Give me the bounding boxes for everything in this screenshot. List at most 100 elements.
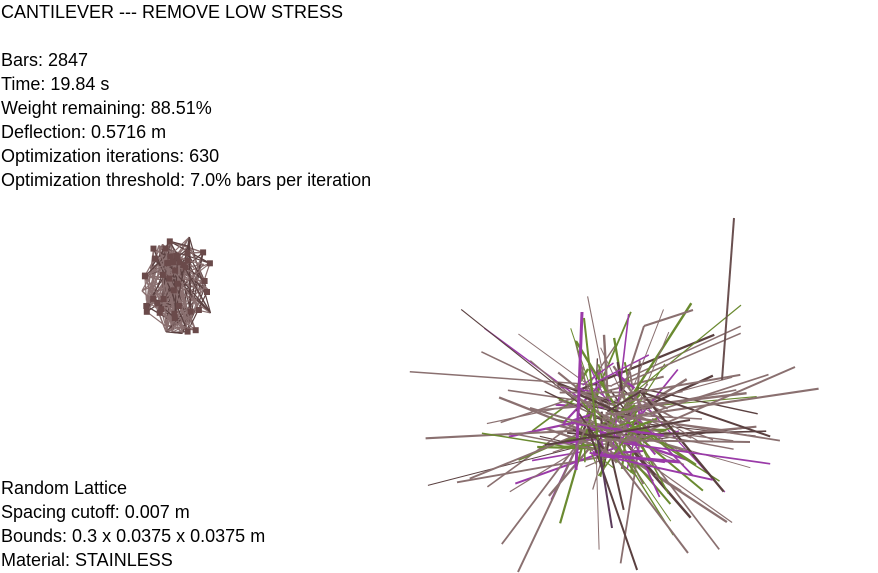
lattice-node	[162, 245, 169, 252]
lattice-bar	[590, 354, 650, 386]
lattice-bar	[518, 333, 610, 401]
lattice-node	[170, 287, 177, 294]
lattice-bar	[563, 443, 598, 448]
lattice-node	[173, 252, 180, 259]
lattice-bar	[509, 441, 592, 493]
lattice-bar	[599, 453, 681, 464]
lattice-bar	[579, 391, 604, 400]
lattice-bar	[610, 390, 625, 409]
lattice-bar	[582, 362, 614, 386]
lattice-bar	[574, 311, 584, 471]
lattice-bar	[721, 217, 735, 381]
lattice-bar	[587, 428, 639, 571]
lattice-material: Material: STAINLESS	[1, 550, 173, 570]
lattice-bar	[638, 428, 734, 442]
lattice-bar	[637, 387, 758, 415]
lattice-bar	[559, 387, 601, 524]
lattice-bar	[169, 240, 190, 248]
lattice-node	[167, 253, 174, 260]
lattice-bar	[517, 429, 586, 573]
lattice-node	[166, 275, 173, 282]
lattice-bar	[575, 340, 619, 411]
lattice-bar	[603, 373, 741, 400]
lattice-bar	[427, 444, 585, 486]
lattice-bar	[614, 408, 640, 415]
lattice-bar	[605, 411, 781, 442]
lattice-node	[156, 309, 163, 316]
lattice-bar	[616, 361, 623, 391]
weight-remaining: Weight remaining: 88.51%	[1, 98, 212, 118]
lattice-bar	[595, 439, 600, 550]
lattice-bar	[548, 446, 592, 497]
lattice-node	[174, 280, 181, 287]
lattice-node	[184, 328, 191, 335]
lattice-node	[184, 250, 191, 256]
lattice-bar	[554, 384, 580, 391]
lattice-node	[200, 249, 207, 256]
compact-lattice-cluster	[141, 236, 213, 335]
lattice-bar	[611, 325, 742, 386]
lattice-node	[171, 310, 178, 317]
lattice-node	[171, 315, 178, 321]
lattice-node	[187, 308, 194, 315]
lattice-node	[192, 327, 199, 334]
lattice-node	[166, 238, 173, 245]
lattice-bar	[649, 366, 796, 431]
lattice-bar	[618, 332, 742, 387]
lattice-bar	[642, 400, 674, 419]
lattice-node	[154, 300, 161, 307]
lattice-bar	[619, 441, 771, 465]
lattice-bar	[621, 304, 742, 403]
lattice-bar	[564, 401, 608, 421]
lattice-node	[165, 259, 172, 266]
lattice-bar	[577, 396, 627, 433]
lattice-bar	[188, 237, 192, 312]
lattice-node	[160, 296, 167, 302]
lattice-bar	[425, 428, 592, 440]
lattice-bar	[544, 419, 691, 446]
lattice-node	[150, 245, 157, 252]
lattice-node	[151, 255, 158, 262]
lattice-bar	[159, 280, 205, 314]
lattice-node	[182, 264, 189, 271]
lattice-node	[184, 257, 191, 264]
lattice-bar	[609, 453, 625, 511]
lattice-node	[176, 259, 183, 266]
lattice-bar	[639, 444, 651, 465]
lattice-bar	[509, 432, 596, 451]
lattice-node	[201, 278, 208, 284]
lattice-bar	[144, 275, 205, 282]
lattice-bar	[579, 393, 623, 415]
lattice-bar	[460, 308, 594, 416]
bars-count: Bars: 2847	[1, 50, 89, 70]
simulation-title: CANTILEVER --- REMOVE LOW STRESS	[1, 2, 344, 22]
lattice-bar	[540, 406, 577, 411]
lattice-node	[206, 260, 213, 267]
lattice-bar	[177, 285, 207, 326]
lattice-bar	[570, 328, 602, 420]
lattice-bar	[481, 351, 594, 406]
lattice-node	[143, 303, 150, 309]
lattice-bar	[178, 262, 200, 311]
lattice-bar	[600, 390, 683, 407]
lattice-bar	[599, 439, 751, 443]
deflection-readout: Deflection: 0.5716 m	[1, 122, 167, 142]
lattice-bar	[152, 248, 189, 332]
lattice-bar	[637, 387, 819, 417]
spacing-cutoff: Spacing cutoff: 0.007 m	[1, 502, 190, 522]
lattice-bar	[469, 431, 585, 480]
lattice-bar	[619, 447, 672, 522]
optimization-iterations: Optimization iterations: 630	[1, 146, 220, 166]
lattice-node	[158, 306, 165, 313]
lattice-bar	[145, 254, 168, 307]
lattice-bar	[594, 388, 612, 403]
lattice-node	[204, 289, 210, 295]
lattice-bar	[174, 313, 197, 331]
lattice-bar	[152, 248, 191, 324]
lattice-bar	[557, 371, 594, 402]
lattice-bar	[632, 451, 733, 523]
lattice-bar	[643, 309, 694, 327]
lattice-bar	[166, 331, 183, 334]
lattice-node	[175, 303, 182, 309]
